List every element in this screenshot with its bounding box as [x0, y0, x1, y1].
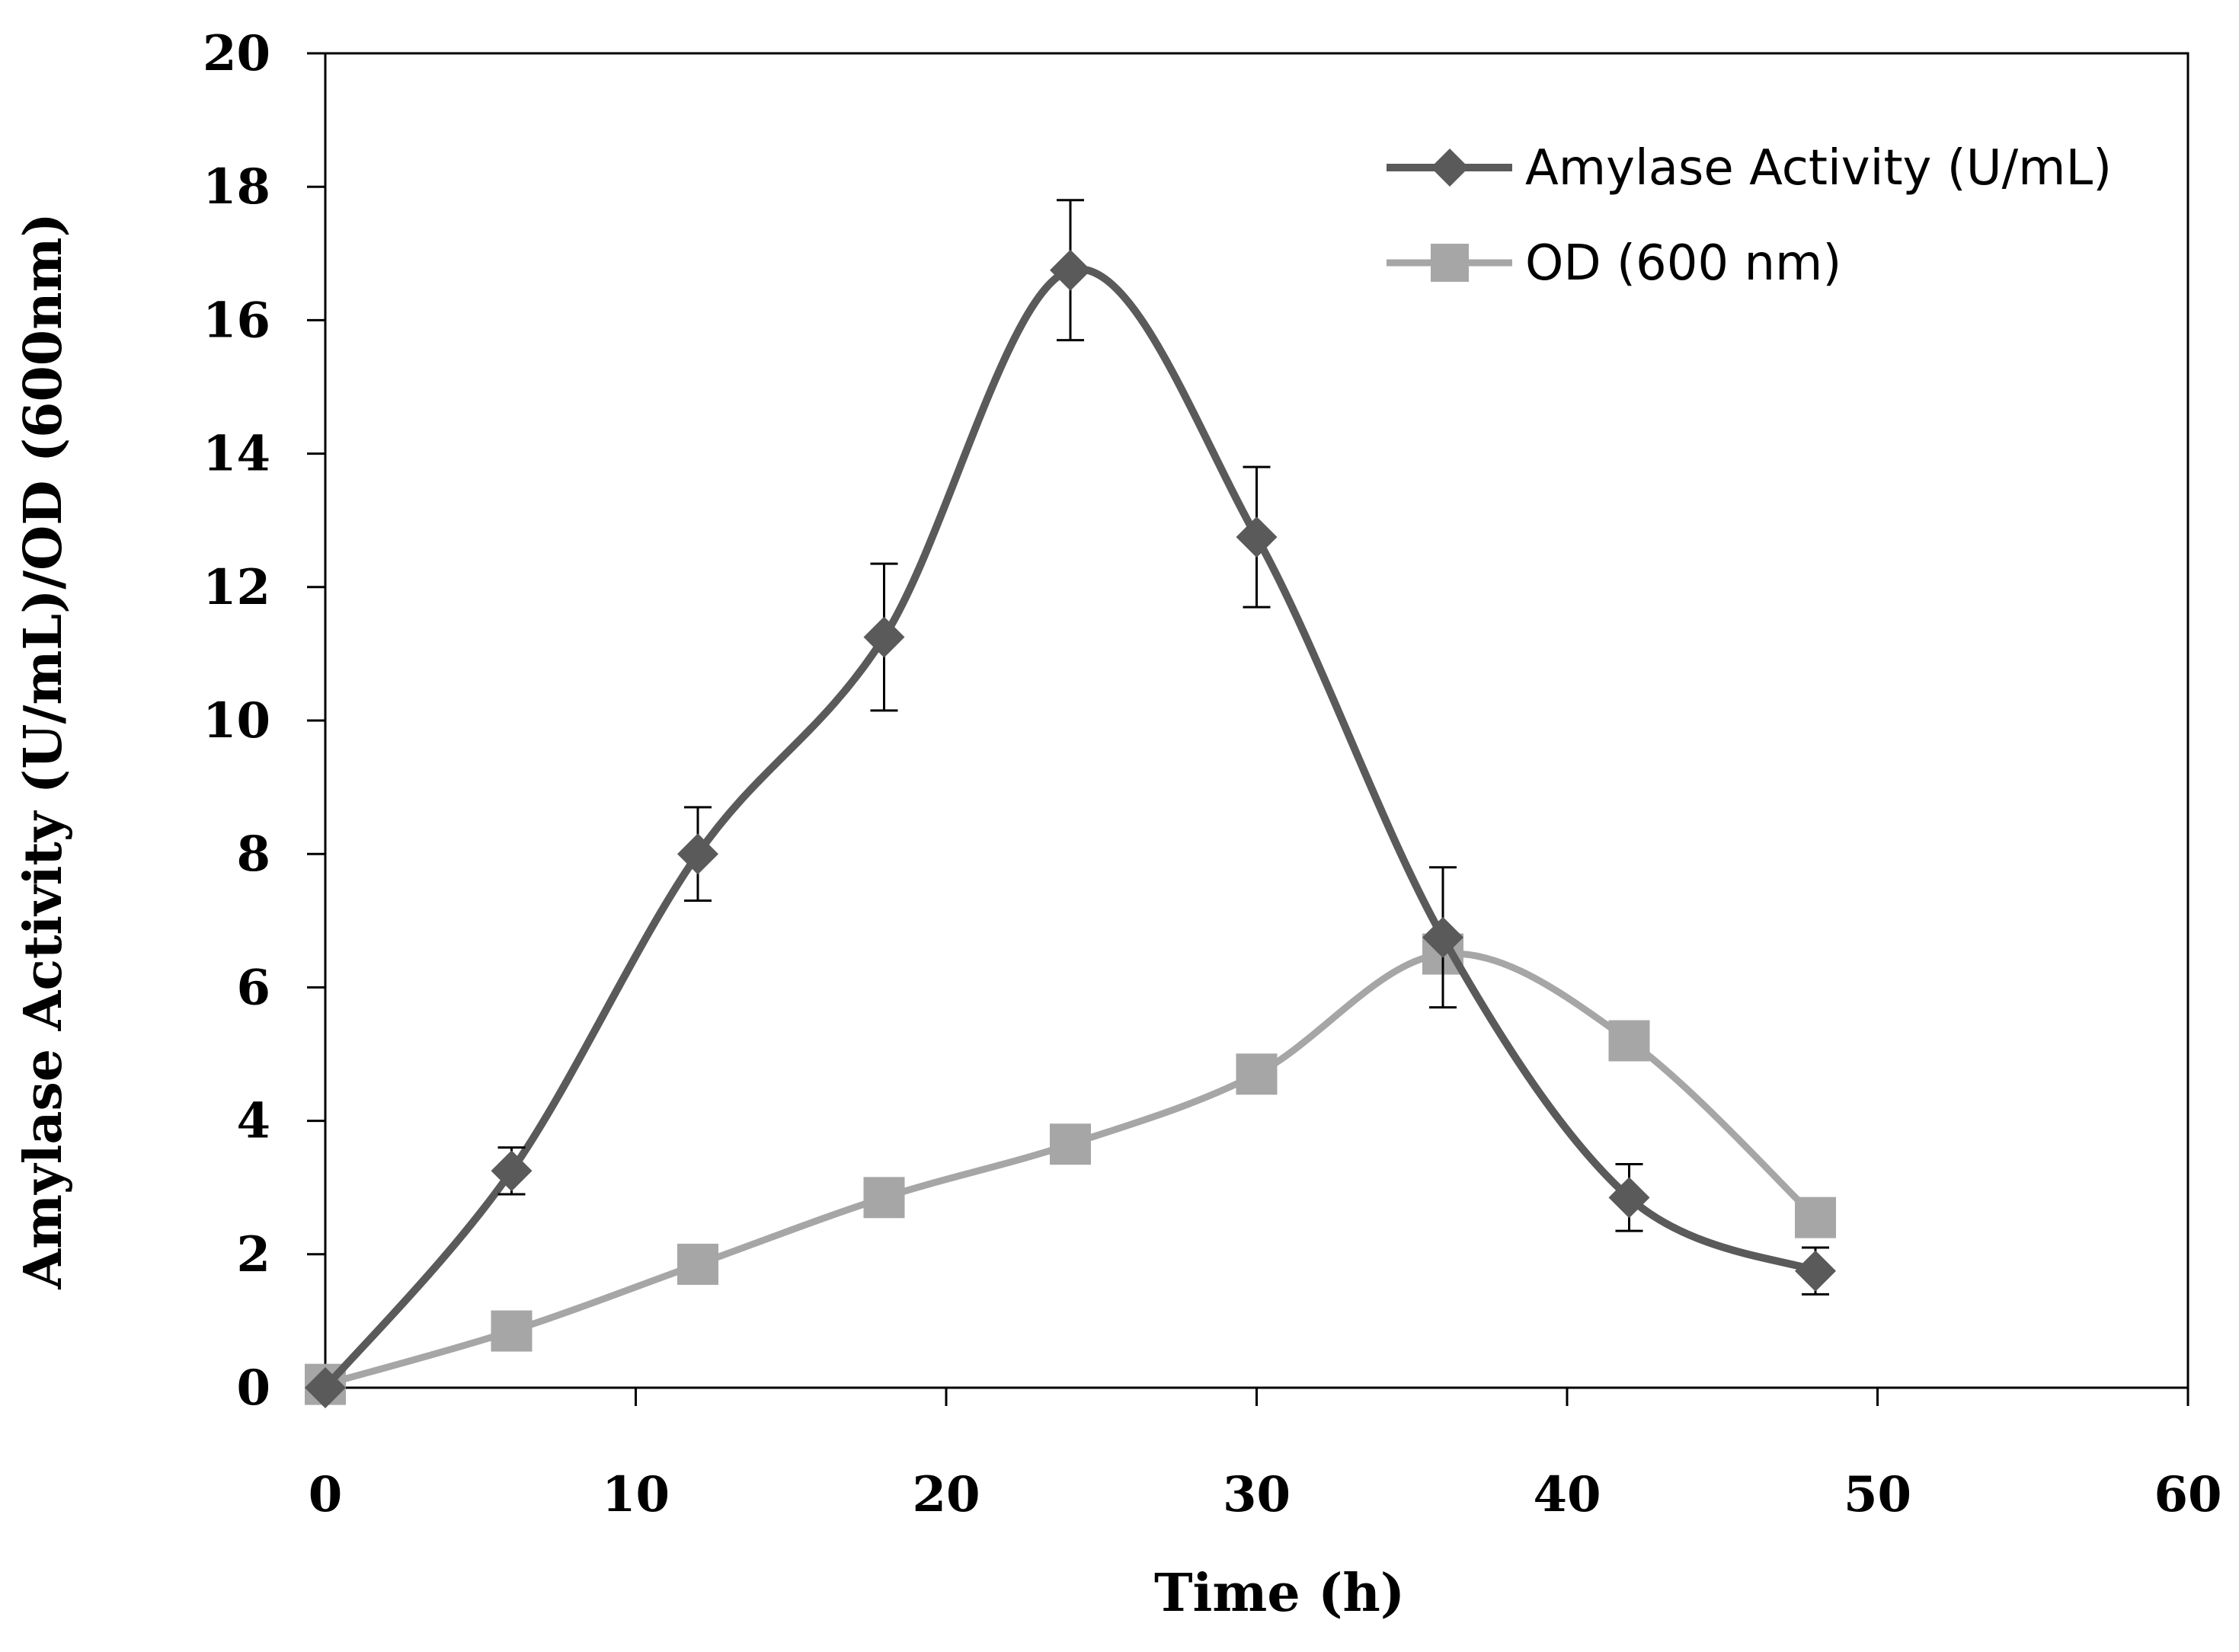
y-tick-label: 0: [236, 1360, 270, 1417]
y-axis: 0 2 4 6 8 10 12 14 16 18 20: [203, 25, 325, 1417]
y-tick-label: 8: [236, 826, 270, 883]
data-point-diamond: [1422, 916, 1463, 958]
y-tick-label: 16: [203, 292, 270, 349]
y-tick-label: 12: [203, 559, 270, 616]
data-point-square: [677, 1243, 718, 1285]
data-point-square: [1050, 1123, 1091, 1165]
data-point-diamond: [1608, 1177, 1650, 1219]
legend-label-od: OD (600 nm): [1525, 235, 1841, 292]
x-tick-label: 0: [309, 1466, 343, 1523]
x-tick-label: 20: [912, 1466, 980, 1523]
y-tick-label: 4: [236, 1093, 270, 1150]
legend-marker-amylase-diamond: [1431, 149, 1469, 187]
data-point-square: [863, 1177, 905, 1219]
x-axis: 0 10 20 30 40 50 60: [309, 1388, 2222, 1523]
y-tick-label: 18: [203, 158, 270, 216]
series-od: [305, 933, 1836, 1405]
data-point-diamond: [1236, 516, 1278, 558]
data-point-diamond: [1050, 249, 1091, 291]
x-tick-label: 30: [1223, 1466, 1291, 1523]
y-tick-label: 6: [236, 959, 270, 1016]
y-axis-title: Amylase Activity (U/mL)/OD (600nm): [13, 212, 74, 1289]
x-tick-label: 60: [2154, 1466, 2221, 1523]
series-amylase: [305, 199, 1836, 1408]
data-point-square: [1608, 1020, 1650, 1062]
data-point-diamond: [863, 616, 905, 658]
x-tick-label: 50: [1844, 1466, 1911, 1523]
data-point-square: [491, 1310, 533, 1352]
legend-label-amylase: Amylase Activity (U/mL): [1525, 140, 2112, 197]
data-point-diamond: [491, 1150, 533, 1192]
data-point-square: [1795, 1197, 1836, 1238]
x-axis-title: Time (h): [1154, 1563, 1405, 1624]
series-layer: [305, 199, 1836, 1408]
data-point-diamond: [1795, 1250, 1836, 1292]
y-tick-label: 14: [203, 426, 270, 483]
y-tick-label: 10: [203, 692, 270, 749]
legend-marker-od-square: [1431, 244, 1469, 282]
x-tick-label: 10: [602, 1466, 670, 1523]
legend: Amylase Activity (U/mL) OD (600 nm): [1387, 140, 2112, 292]
data-point-diamond: [677, 833, 718, 875]
data-point-diamond: [305, 1367, 346, 1408]
y-tick-label: 2: [236, 1226, 270, 1283]
x-tick-label: 40: [1533, 1466, 1601, 1523]
data-point-square: [1236, 1053, 1278, 1095]
y-tick-label: 20: [203, 25, 270, 82]
